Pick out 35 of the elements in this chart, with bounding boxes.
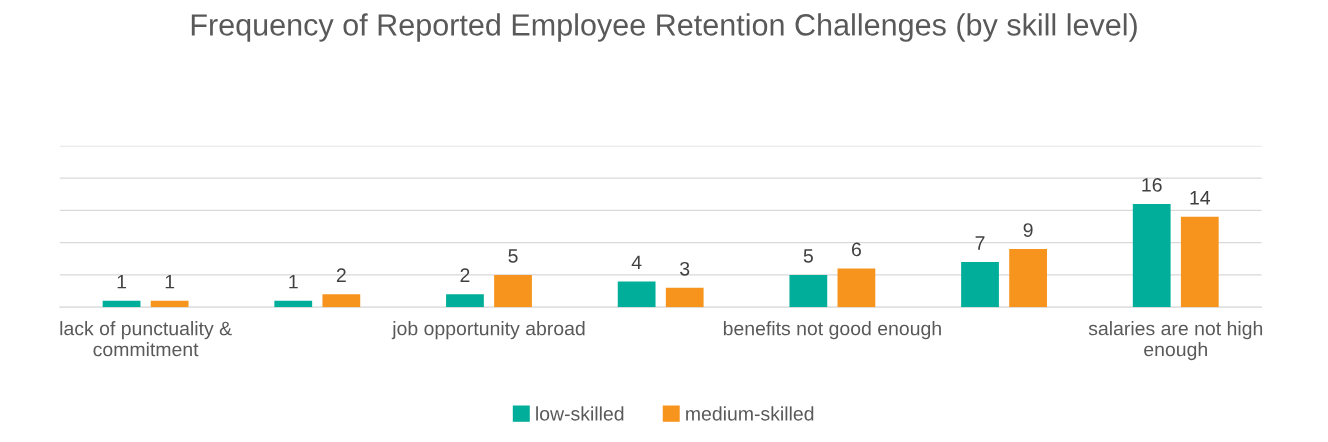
bar bbox=[446, 294, 484, 308]
bar bbox=[1180, 216, 1219, 308]
bar bbox=[150, 300, 189, 308]
data-label: 16 bbox=[1142, 177, 1162, 192]
data-label: 7 bbox=[975, 236, 985, 250]
x-tick-label: salaries are not high enough bbox=[1088, 321, 1263, 361]
bar bbox=[789, 274, 828, 308]
data-label: 14 bbox=[1190, 191, 1211, 205]
bar bbox=[1132, 203, 1171, 308]
bar bbox=[837, 268, 876, 308]
bar bbox=[274, 300, 313, 308]
bar bbox=[617, 281, 656, 308]
data-label: 1 bbox=[289, 274, 298, 289]
bar bbox=[1009, 249, 1047, 308]
bar bbox=[494, 274, 532, 308]
data-label: 9 bbox=[1023, 223, 1033, 237]
legend-label: low-skilled bbox=[536, 406, 624, 421]
bar bbox=[665, 287, 704, 308]
bar bbox=[961, 262, 999, 308]
data-label: 6 bbox=[851, 242, 861, 257]
data-label: 4 bbox=[631, 255, 642, 270]
bar bbox=[322, 294, 361, 308]
x-tick-label: job opportunity abroad bbox=[391, 321, 585, 340]
data-label: 2 bbox=[336, 268, 346, 282]
chart-title: Frequency of Reported Employee Retention Challenges (by skill level) bbox=[191, 13, 1137, 42]
data-label: 3 bbox=[680, 261, 690, 276]
x-tick-label: lack of punctuality & commitment bbox=[60, 321, 232, 357]
data-label: 5 bbox=[508, 249, 518, 263]
x-tick-label: benefits not good enough bbox=[723, 321, 941, 340]
data-label: 2 bbox=[460, 268, 470, 282]
data-label: 1 bbox=[117, 274, 127, 289]
data-label: 5 bbox=[803, 249, 813, 263]
legend-label: medium-skilled bbox=[686, 406, 814, 421]
bar bbox=[102, 300, 141, 308]
data-label: 1 bbox=[165, 274, 175, 289]
